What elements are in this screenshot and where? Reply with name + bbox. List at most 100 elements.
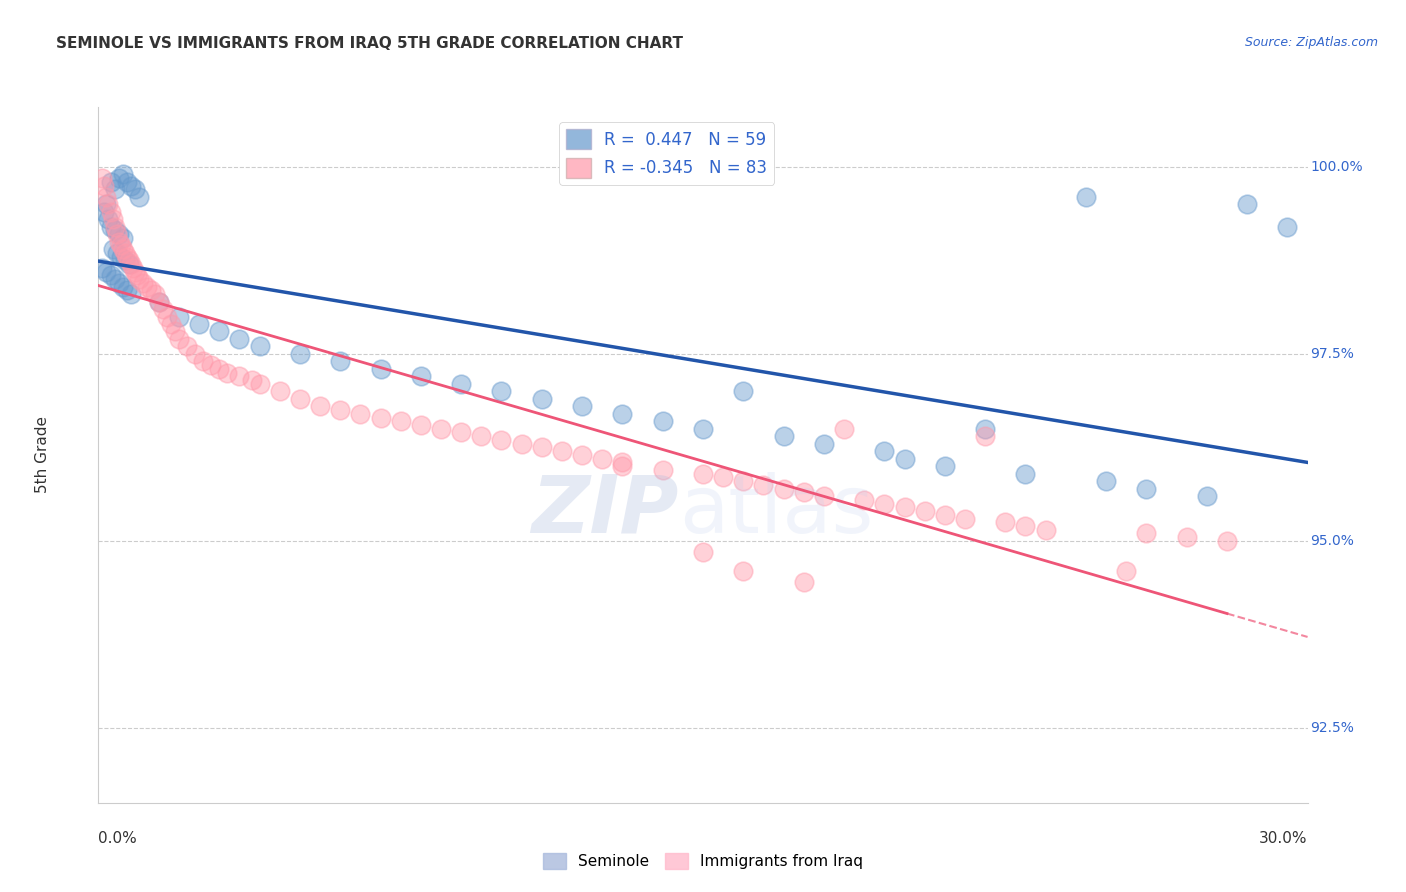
- Point: [167, 310, 190, 324]
- Point: [97, 212, 120, 227]
- Point: [1195, 489, 1218, 503]
- Point: [370, 362, 392, 376]
- Point: [101, 212, 124, 227]
- Point: [111, 167, 134, 181]
- Text: 92.5%: 92.5%: [1310, 721, 1354, 735]
- Point: [167, 332, 190, 346]
- Point: [176, 339, 198, 353]
- Point: [853, 492, 876, 507]
- Point: [1175, 530, 1198, 544]
- Point: [1095, 474, 1118, 488]
- Point: [110, 238, 132, 252]
- Point: [128, 190, 150, 204]
- Text: 100.0%: 100.0%: [1310, 160, 1362, 174]
- Point: [107, 227, 129, 242]
- Point: [974, 422, 997, 436]
- Point: [692, 422, 714, 436]
- Point: [813, 436, 835, 450]
- Point: [105, 246, 128, 260]
- Point: [934, 508, 956, 522]
- Point: [103, 219, 125, 234]
- Point: [249, 339, 271, 353]
- Point: [120, 178, 142, 193]
- Point: [228, 332, 250, 346]
- Point: [1135, 482, 1157, 496]
- Point: [100, 219, 122, 234]
- Point: [450, 376, 472, 391]
- Point: [135, 279, 157, 293]
- Point: [934, 459, 956, 474]
- Point: [772, 482, 794, 496]
- Point: [128, 272, 150, 286]
- Point: [793, 575, 815, 590]
- Point: [329, 354, 352, 368]
- Point: [1014, 519, 1036, 533]
- Point: [193, 354, 215, 368]
- Point: [530, 392, 553, 406]
- Point: [120, 287, 142, 301]
- Point: [100, 204, 122, 219]
- Point: [143, 287, 166, 301]
- Point: [309, 399, 332, 413]
- Point: [1135, 526, 1157, 541]
- Point: [118, 257, 141, 271]
- Point: [329, 403, 352, 417]
- Point: [1074, 190, 1097, 204]
- Legend: Seminole, Immigrants from Iraq: Seminole, Immigrants from Iraq: [537, 847, 869, 875]
- Point: [813, 489, 835, 503]
- Point: [208, 362, 231, 376]
- Point: [772, 429, 794, 443]
- Point: [409, 369, 432, 384]
- Point: [288, 347, 311, 361]
- Legend: R =  0.447   N = 59, R = -0.345   N = 83: R = 0.447 N = 59, R = -0.345 N = 83: [560, 122, 775, 185]
- Point: [733, 474, 755, 488]
- Point: [125, 268, 148, 283]
- Point: [994, 515, 1017, 529]
- Point: [111, 231, 134, 245]
- Point: [91, 171, 114, 186]
- Point: [510, 436, 533, 450]
- Point: [110, 250, 132, 264]
- Point: [200, 358, 222, 372]
- Point: [1236, 197, 1258, 211]
- Point: [491, 384, 513, 399]
- Point: [107, 276, 129, 290]
- Point: [1014, 467, 1036, 481]
- Point: [132, 276, 155, 290]
- Point: [370, 410, 392, 425]
- Point: [832, 422, 855, 436]
- Point: [111, 279, 134, 293]
- Point: [733, 564, 755, 578]
- Point: [101, 242, 124, 256]
- Point: [249, 376, 271, 391]
- Point: [491, 433, 513, 447]
- Point: [118, 253, 141, 268]
- Text: Source: ZipAtlas.com: Source: ZipAtlas.com: [1244, 36, 1378, 49]
- Point: [163, 325, 186, 339]
- Point: [651, 463, 673, 477]
- Point: [733, 384, 755, 399]
- Point: [953, 511, 976, 525]
- Point: [114, 253, 136, 268]
- Point: [188, 317, 211, 331]
- Text: 0.0%: 0.0%: [98, 830, 138, 846]
- Point: [793, 485, 815, 500]
- Point: [152, 301, 174, 316]
- Point: [139, 283, 162, 297]
- Point: [156, 310, 179, 324]
- Point: [269, 384, 291, 399]
- Point: [217, 366, 239, 380]
- Point: [893, 451, 915, 466]
- Point: [160, 317, 183, 331]
- Point: [1277, 219, 1299, 234]
- Point: [115, 283, 138, 297]
- Point: [1035, 523, 1057, 537]
- Point: [96, 265, 118, 279]
- Point: [651, 414, 673, 428]
- Text: SEMINOLE VS IMMIGRANTS FROM IRAQ 5TH GRADE CORRELATION CHART: SEMINOLE VS IMMIGRANTS FROM IRAQ 5TH GRA…: [56, 36, 683, 51]
- Point: [120, 257, 142, 271]
- Point: [612, 459, 634, 474]
- Point: [612, 455, 634, 469]
- Point: [450, 425, 472, 440]
- Point: [111, 242, 134, 256]
